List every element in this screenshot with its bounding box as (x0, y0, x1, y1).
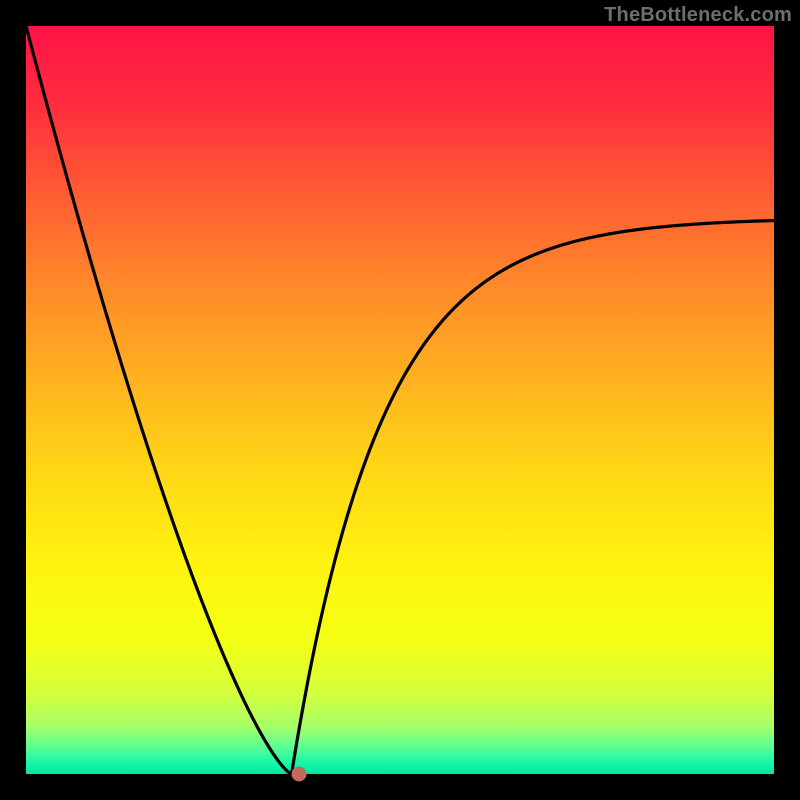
plot-background (26, 26, 774, 774)
minimum-marker (292, 767, 306, 781)
chart-svg (0, 0, 800, 800)
watermark-text: TheBottleneck.com (604, 4, 792, 27)
chart-root: TheBottleneck.com (0, 0, 800, 800)
